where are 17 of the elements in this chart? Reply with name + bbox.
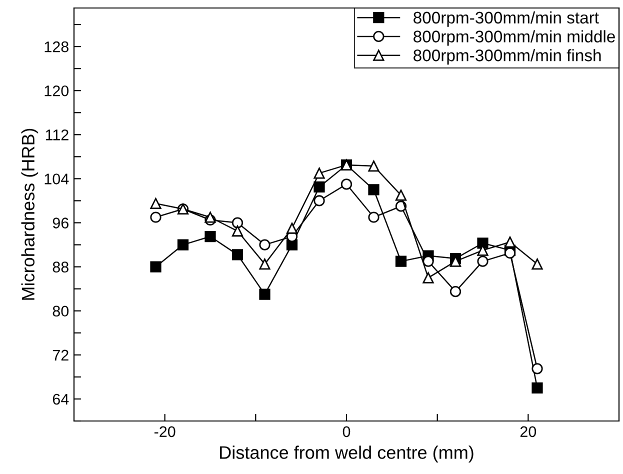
x-tick-label: 20 — [520, 426, 536, 438]
x-tick-label: -20 — [154, 426, 176, 438]
y-axis-title: Microhardness (HRB) — [21, 128, 38, 300]
legend-label: 800rpm-300mm/min finsh — [414, 49, 601, 65]
x-tick-label: 0 — [342, 426, 350, 438]
legend-label: 800rpm-300mm/min middle — [414, 30, 615, 46]
y-tick-label: 72 — [52, 350, 68, 360]
y-tick-label: 104 — [44, 174, 69, 184]
y-tick-label: 96 — [52, 218, 68, 228]
legend-label: 800rpm-300mm/min start — [414, 11, 599, 27]
x-axis-title: Distance from weld centre (mm) — [220, 446, 474, 462]
y-tick-label: 128 — [44, 41, 68, 52]
y-tick-label: 112 — [46, 130, 68, 140]
y-tick-label: 64 — [52, 394, 69, 405]
y-tick-label: 80 — [52, 306, 69, 317]
y-tick-label: 88 — [52, 262, 68, 272]
y-tick-label: 120 — [44, 85, 69, 96]
